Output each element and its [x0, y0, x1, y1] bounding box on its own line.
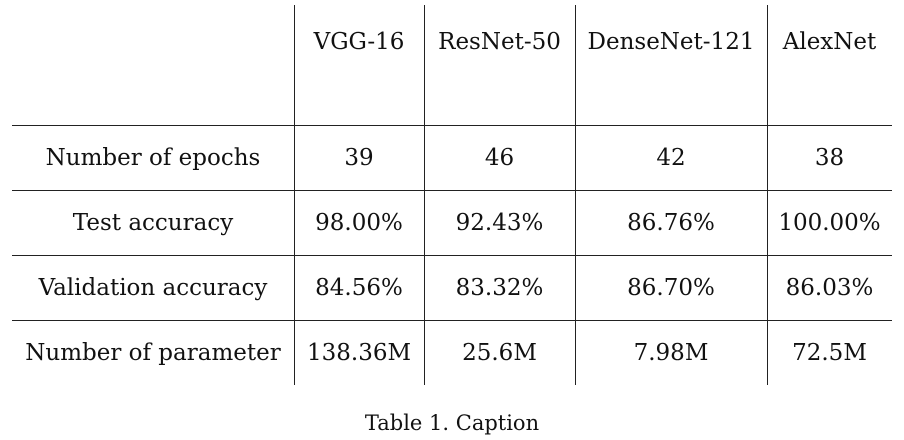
- table-cell: 39: [344, 145, 374, 171]
- row-divider: [12, 190, 892, 191]
- column-divider: [767, 5, 768, 385]
- table-cell: 42: [656, 145, 686, 171]
- table-cell: 138.36M: [306, 340, 412, 366]
- table-cell: 7.98M: [633, 340, 709, 366]
- header-cell-resnet50: ResNet-50: [438, 29, 561, 55]
- table-cell: 100.00%: [778, 210, 881, 236]
- row-label: Number of epochs: [45, 145, 261, 171]
- table-cell: 84.56%: [315, 275, 403, 301]
- header-cell-empty: [12, 20, 294, 64]
- row-label: Validation accuracy: [38, 275, 268, 301]
- column-divider: [294, 5, 295, 385]
- row-label: Number of parameter: [25, 340, 281, 366]
- row-divider: [12, 125, 892, 126]
- table-caption: Table 1. Caption: [364, 411, 540, 435]
- header-cell-alexnet: AlexNet: [782, 29, 877, 55]
- row-divider: [12, 255, 892, 256]
- header-cell-vgg16: VGG-16: [313, 29, 405, 55]
- table-cell: 86.03%: [785, 275, 874, 301]
- table-cell: 83.32%: [455, 275, 544, 301]
- table-cell: 38: [814, 145, 845, 171]
- table-cell: 46: [484, 145, 515, 171]
- table-cell: 86.76%: [627, 210, 715, 236]
- row-label: Test accuracy: [72, 210, 234, 236]
- column-divider: [575, 5, 576, 385]
- table-cell: 25.6M: [462, 340, 537, 366]
- table-cell: 86.70%: [627, 275, 715, 301]
- header-cell-densenet121: DenseNet-121: [587, 29, 755, 55]
- column-divider: [424, 5, 425, 385]
- table-cell: 98.00%: [315, 210, 403, 236]
- table-cell: 92.43%: [455, 210, 544, 236]
- table-cell: 72.5M: [792, 340, 867, 366]
- row-divider: [12, 320, 892, 321]
